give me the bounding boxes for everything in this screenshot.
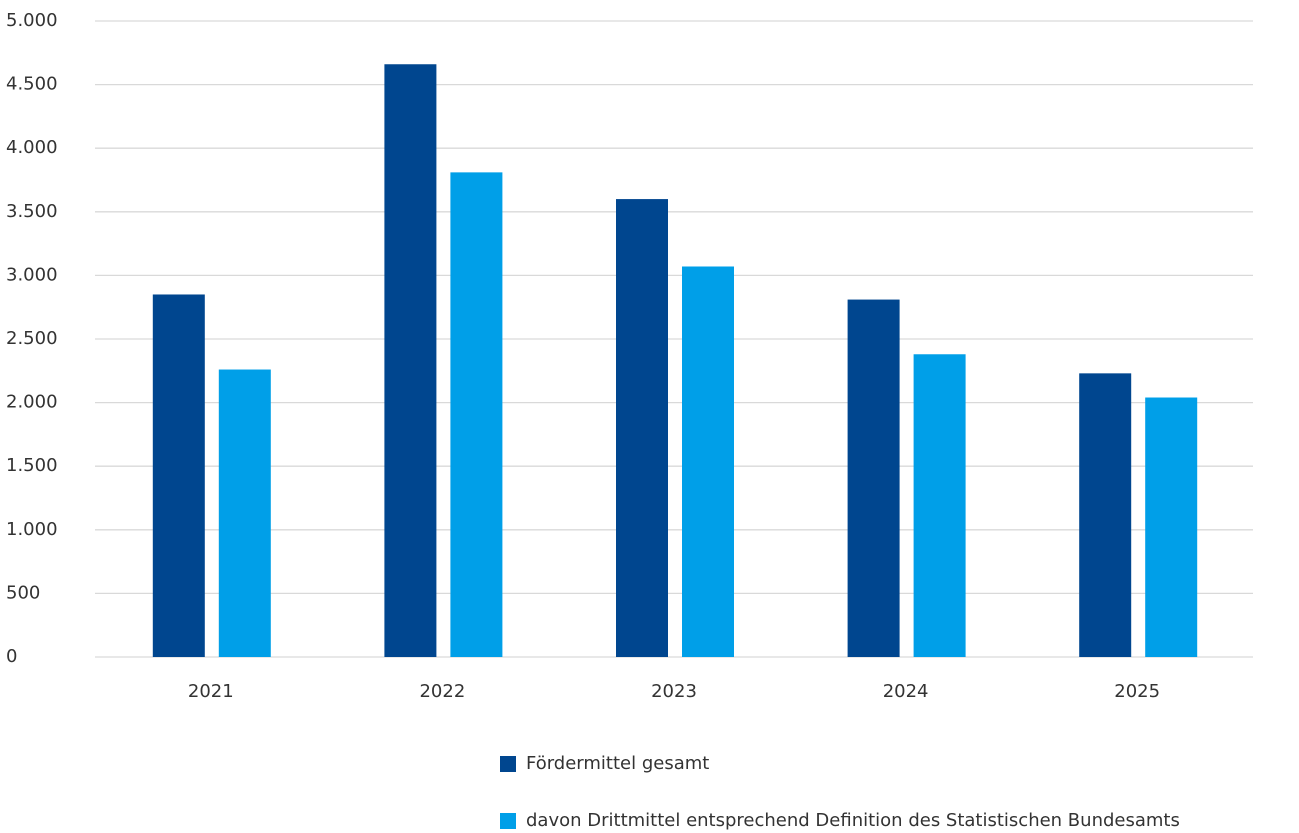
- y-tick-label: 3.500: [6, 201, 58, 222]
- y-tick-label: 4.000: [6, 137, 58, 158]
- bar: [682, 266, 734, 657]
- y-tick-label: 4.500: [6, 74, 58, 95]
- bar: [218, 369, 271, 657]
- bar: [847, 299, 900, 657]
- x-tick-label: 2024: [883, 681, 929, 702]
- bar: [152, 294, 205, 657]
- bar: [1079, 373, 1132, 657]
- legend-label: davon Drittmittel entsprechend Definitio…: [526, 810, 1180, 831]
- x-tick-label: 2021: [188, 681, 234, 702]
- y-tick-label: 2.500: [6, 328, 58, 349]
- y-tick-label: 2.000: [6, 392, 58, 413]
- bar: [1145, 397, 1198, 657]
- bar: [384, 64, 437, 658]
- x-tick-label: 2023: [651, 681, 697, 702]
- bar: [450, 172, 503, 658]
- legend-swatch: [500, 756, 516, 772]
- y-tick-label: 1.000: [6, 519, 58, 540]
- y-tick-label: 5.000: [6, 10, 58, 31]
- legend-swatch: [500, 813, 516, 829]
- y-tick-label: 3.000: [6, 264, 58, 285]
- y-tick-label: 1.500: [6, 455, 58, 476]
- x-tick-label: 2022: [419, 681, 465, 702]
- bar: [913, 354, 966, 657]
- y-tick-label: 500: [6, 582, 40, 603]
- x-tick-label: 2025: [1114, 681, 1160, 702]
- legend-label: Fördermittel gesamt: [526, 753, 709, 774]
- y-tick-label: 0: [6, 646, 17, 667]
- bar: [616, 199, 668, 657]
